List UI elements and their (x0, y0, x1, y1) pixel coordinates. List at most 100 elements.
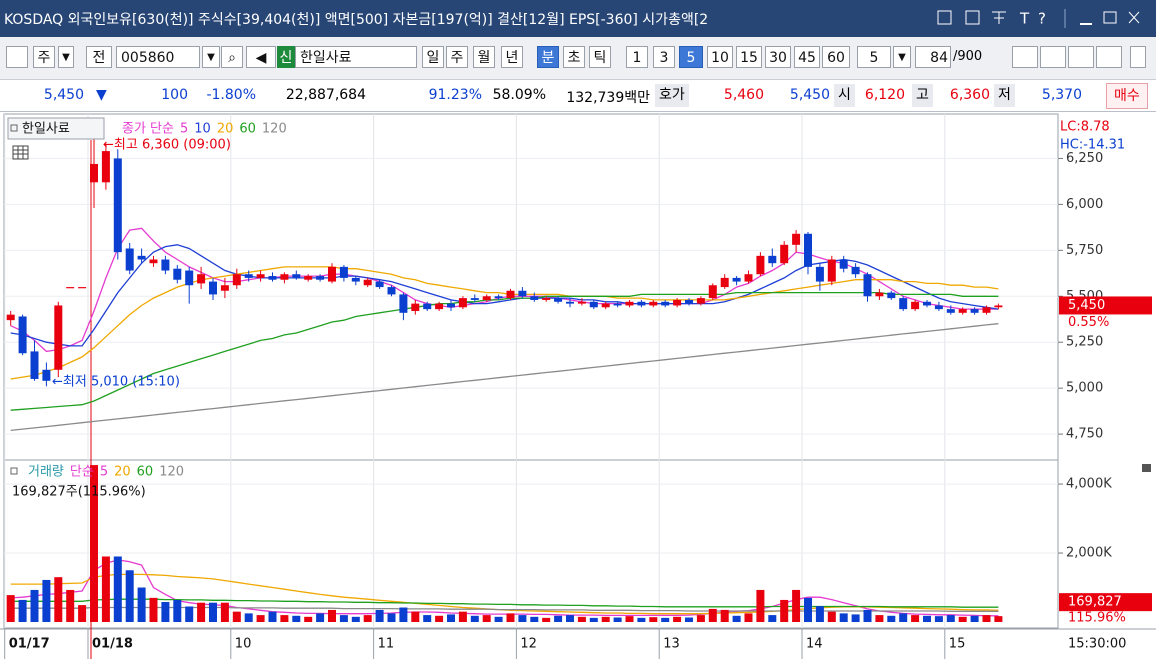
candle-body (339, 266, 348, 278)
period-button[interactable]: 주 (446, 46, 468, 68)
label: 호가 (655, 84, 689, 107)
candle-body (744, 274, 753, 282)
chart-background (0, 112, 1156, 659)
candle-body (244, 274, 253, 278)
icon[interactable] (992, 11, 1006, 24)
code-input[interactable]: 005860 (116, 46, 200, 68)
prev-button[interactable]: 전 (86, 46, 112, 68)
candle-body (54, 305, 63, 370)
volume-bar (6, 595, 15, 622)
y-tick-label: 4,750 (1066, 427, 1103, 442)
icon[interactable] (937, 10, 952, 25)
candle-body (696, 298, 705, 304)
period-button[interactable]: 45 (794, 46, 820, 68)
period-button[interactable]: 틱 (589, 46, 611, 68)
volume-bar (720, 609, 729, 622)
candle-body (268, 276, 277, 280)
volume-bar (280, 615, 289, 622)
volume-bar (982, 615, 991, 622)
volume-bar (780, 599, 789, 622)
volume-bar (899, 613, 908, 622)
candle-body (506, 290, 515, 299)
x-tick-label: 10 (235, 637, 252, 652)
x-tick-label: 13 (663, 637, 680, 652)
maximize[interactable] (1103, 11, 1117, 24)
volume-moving-average (10, 598, 999, 608)
dropdown[interactable]: ▼ (58, 46, 74, 68)
y-tick-label: 5,250 (1066, 335, 1103, 350)
volume-bar (839, 613, 848, 622)
volume-bar (268, 611, 277, 622)
annotation: ←최저 5,010 (15:10) (52, 375, 180, 390)
volume-bar (435, 615, 444, 622)
legend-item: 5 (100, 465, 108, 480)
unit-input[interactable]: 5 (857, 46, 891, 68)
icon[interactable] (965, 10, 980, 25)
volume-bar (744, 613, 753, 622)
volume-bar (613, 617, 622, 622)
candle-body (827, 259, 836, 282)
save-icon[interactable] (1068, 46, 1094, 68)
menu-icon[interactable] (6, 46, 28, 68)
font-button[interactable]: T (1019, 10, 1030, 28)
volume-bar (375, 609, 384, 622)
volume-bar (244, 613, 253, 622)
tool-icon[interactable] (1040, 46, 1066, 68)
tool-icon[interactable] (1012, 46, 1038, 68)
low: 5,370 (1041, 87, 1082, 103)
period-button[interactable]: 5 (679, 46, 703, 68)
volume: 22,887,684 (285, 87, 366, 103)
help-button[interactable]: ? (1038, 10, 1046, 28)
candle-body (470, 298, 479, 300)
candle-body (673, 299, 682, 306)
period-button[interactable]: 15 (736, 46, 762, 68)
period-button[interactable]: 1 (626, 46, 648, 68)
candle-body (994, 305, 1003, 308)
period-button[interactable]: 초 (563, 46, 585, 68)
candle-body (375, 281, 384, 288)
candle-body (232, 274, 241, 286)
volume-bar (673, 616, 682, 622)
amount: 132,739백만 (566, 90, 650, 106)
candle-body (851, 266, 860, 275)
high: 6,360 (949, 87, 990, 103)
candle-body (6, 314, 15, 321)
volume-bar (994, 616, 1003, 622)
legend-item: 120 (159, 465, 184, 480)
period-button[interactable]: 60 (822, 46, 850, 68)
candle-body (804, 233, 812, 267)
period-button[interactable]: 년 (501, 46, 523, 68)
volume-bar (316, 613, 325, 622)
period-button[interactable]: 분 (537, 46, 559, 68)
volume-info: 169,827주(115.96%) (12, 485, 146, 500)
change: 100 (161, 87, 188, 103)
period-button[interactable]: 월 (473, 46, 495, 68)
search-button[interactable]: ⌕ (221, 46, 243, 68)
candle-body (399, 294, 408, 313)
market-button[interactable]: 주 (33, 46, 55, 68)
dropdown[interactable]: ▼ (202, 46, 220, 68)
candle-body (566, 301, 574, 304)
legend-item: 20 (217, 122, 234, 137)
sound-button[interactable]: ◀ (246, 46, 276, 68)
period-button[interactable]: 10 (707, 46, 733, 68)
checkbox[interactable] (1130, 46, 1146, 68)
volume-bar (18, 599, 27, 622)
candle-body (280, 274, 289, 280)
period-button[interactable]: 일 (422, 46, 444, 68)
count-input[interactable]: 84 (915, 46, 951, 68)
candle-body (934, 305, 943, 310)
volume-bar (209, 602, 217, 622)
candle-body (149, 259, 158, 264)
settings-icon[interactable] (1096, 46, 1122, 68)
buy-button[interactable]: 매수 (1106, 83, 1148, 109)
period-button[interactable]: 30 (765, 46, 791, 68)
close[interactable] (1128, 11, 1140, 24)
volume-bar (220, 602, 229, 622)
volume-bar (90, 465, 98, 622)
stock-name[interactable]: 한일사료 (295, 46, 417, 68)
period-button[interactable]: 3 (653, 46, 675, 68)
dropdown[interactable]: ▼ (893, 46, 911, 68)
candle-body (197, 274, 206, 284)
x-tick-label: 15 (949, 637, 966, 652)
